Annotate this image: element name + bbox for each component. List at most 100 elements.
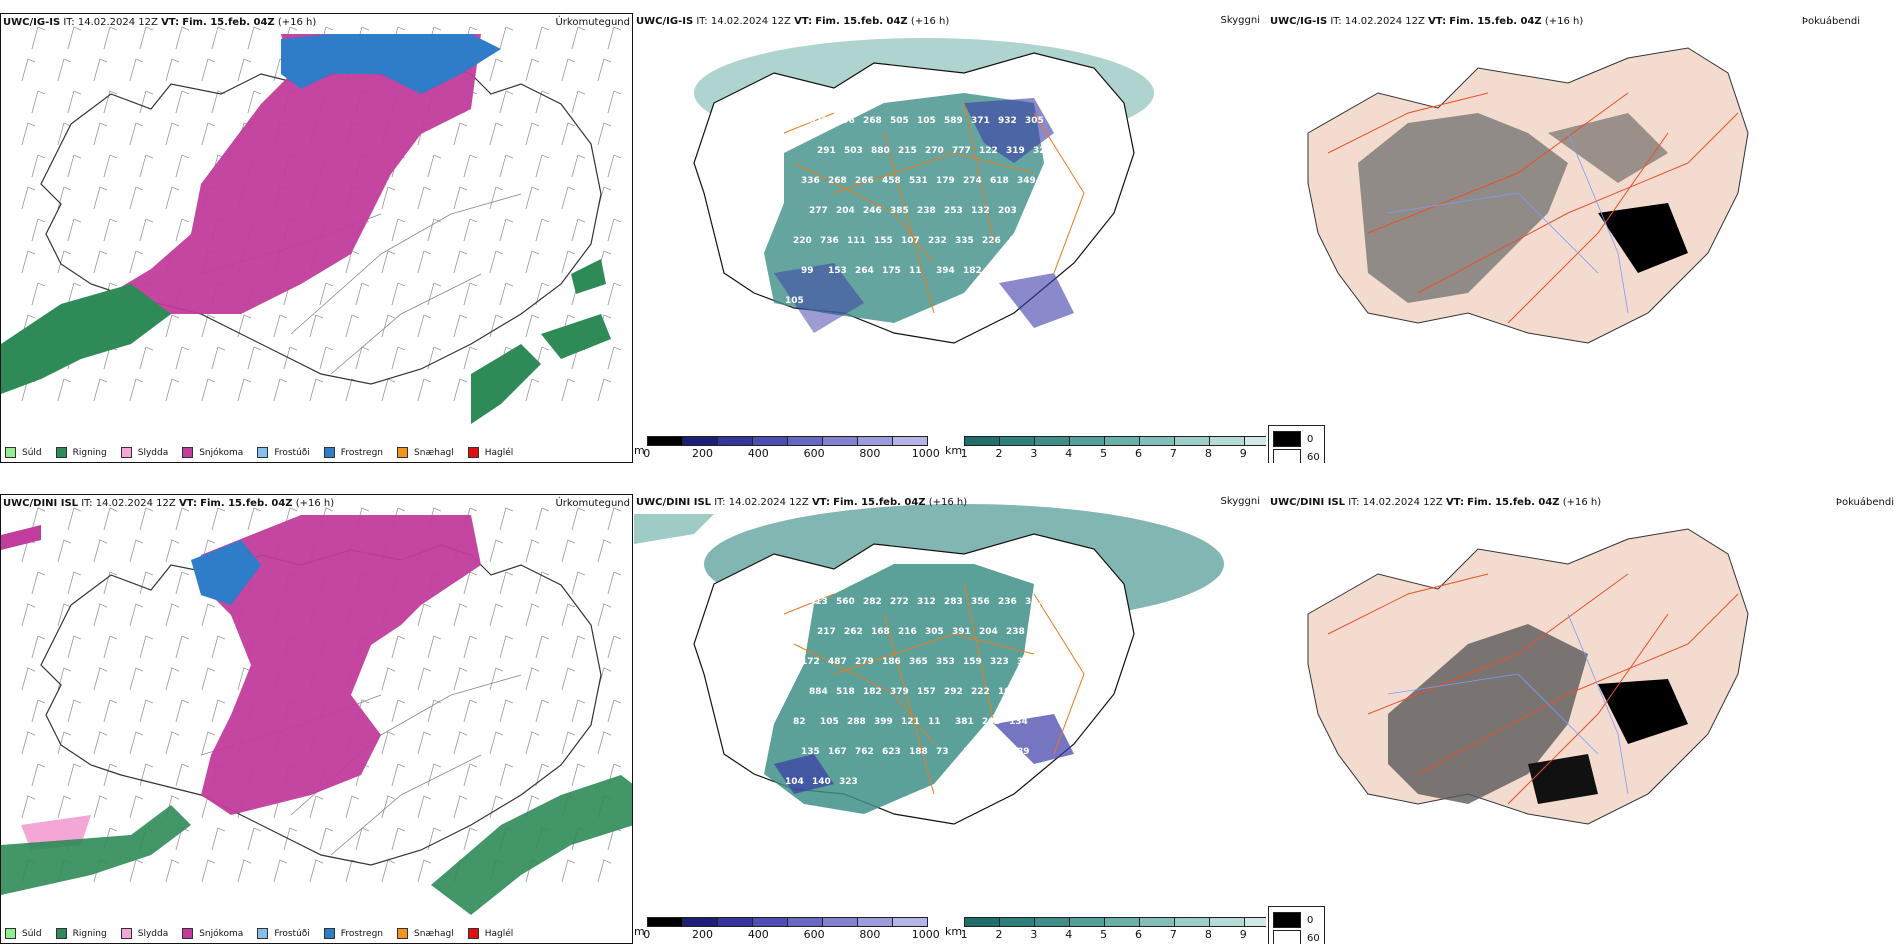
legend-label: Snjókoma xyxy=(199,447,244,458)
colorbar-cell xyxy=(647,918,683,926)
wind-barb xyxy=(165,122,180,146)
wind-barb xyxy=(453,795,468,819)
wind-barb xyxy=(355,282,370,306)
wind-barb xyxy=(597,122,612,146)
wind-barb xyxy=(561,731,576,755)
wind-barb xyxy=(93,250,108,274)
visibility-label: 487 xyxy=(828,657,847,667)
colorbar-cell xyxy=(1175,437,1211,445)
wind-barb xyxy=(57,731,72,755)
visibility-label: 155 xyxy=(874,236,893,246)
visibility-label: 266 xyxy=(855,176,874,186)
wind-barb xyxy=(175,154,190,178)
wind-barb xyxy=(499,26,514,50)
colorbar-cell xyxy=(1070,437,1106,445)
colorbar-tick: 4 xyxy=(1065,447,1073,460)
colorbar-tick: 0 xyxy=(643,928,651,941)
colorbar-cell xyxy=(1140,918,1176,926)
wind-barb xyxy=(165,603,180,627)
wind-barb xyxy=(499,571,514,595)
legend-label: Frostregn xyxy=(340,447,384,458)
wind-barb xyxy=(139,571,154,595)
wind-barb xyxy=(31,154,46,178)
wind-barb xyxy=(525,731,540,755)
wind-barb xyxy=(571,635,586,659)
wind-barb xyxy=(571,218,586,242)
wind-barb xyxy=(139,26,154,50)
wind-barb xyxy=(165,378,180,402)
visibility-label: 89 xyxy=(1017,747,1030,757)
wind-barb xyxy=(607,507,622,531)
wind-barb xyxy=(571,571,586,595)
wind-barb xyxy=(489,795,504,819)
wind-barb xyxy=(571,763,586,787)
wind-barb xyxy=(175,218,190,242)
visibility-label: 105 xyxy=(917,116,936,126)
visibility-label: 319 xyxy=(1006,146,1025,156)
colorbar-cell xyxy=(1035,918,1071,926)
colorbar-tick: 200 xyxy=(692,447,714,460)
colorbar-tick: 200 xyxy=(692,928,714,941)
wind-barb xyxy=(67,571,82,595)
wind-barb xyxy=(427,635,442,659)
wind-barb xyxy=(237,58,252,82)
colorbar-tick: 800 xyxy=(859,928,881,941)
legend-swatch xyxy=(120,447,132,458)
visibility-label: 323 xyxy=(990,657,1009,667)
wind-barb xyxy=(129,859,144,883)
wind-barb xyxy=(417,186,432,210)
fog-legend-item: 60 xyxy=(1273,449,1320,463)
wind-barb xyxy=(67,282,82,306)
wind-barb xyxy=(499,282,514,306)
visibility-label: 884 xyxy=(809,687,828,697)
colorbar-cell xyxy=(717,918,753,926)
legend-item: Frostregn xyxy=(323,447,384,458)
colorbar-cell xyxy=(892,918,927,926)
visibility-label: 323 xyxy=(839,777,858,787)
visibility-label: 106 xyxy=(963,747,982,757)
colorbar-tick: 8 xyxy=(1204,928,1212,941)
colorbar-cell xyxy=(822,437,858,445)
precip-panel-row2: UWC/DINI ISL IT: 14.02.2024 12Z VT: Fim.… xyxy=(0,494,633,944)
wind-barb xyxy=(21,603,36,627)
wind-barb xyxy=(391,699,406,723)
wind-barb xyxy=(211,699,226,723)
visibility-label: 381 xyxy=(955,717,974,727)
visibility-label: 159 xyxy=(963,657,982,667)
legend-label: Frostúði xyxy=(274,447,310,458)
wind-barb xyxy=(57,122,72,146)
wind-barb xyxy=(165,667,180,691)
wind-barb xyxy=(21,667,36,691)
visibility-label: 379 xyxy=(890,687,909,697)
wind-barb xyxy=(201,378,216,402)
product-name: Skyggni xyxy=(1220,496,1260,507)
wind-barb xyxy=(273,859,288,883)
visibility-label: 283 xyxy=(944,597,963,607)
legend-label: Rigning xyxy=(72,447,107,458)
wind-barb xyxy=(381,250,396,274)
wind-barb xyxy=(247,346,262,370)
wind-barb xyxy=(211,635,226,659)
wind-barb xyxy=(103,26,118,50)
colorbar-cell xyxy=(1210,918,1246,926)
wind-barb xyxy=(597,603,612,627)
wind-barb xyxy=(607,282,622,306)
visibility-label: 82 xyxy=(793,717,806,727)
wind-barb xyxy=(93,378,108,402)
fog-panel-row1: UWC/IG-IS IT: 14.02.2024 12Z VT: Fim. 15… xyxy=(1268,13,1900,463)
wind-barb xyxy=(129,539,144,563)
visibility-label: 349 xyxy=(1017,176,1036,186)
wind-barb xyxy=(31,218,46,242)
wind-barb xyxy=(535,154,550,178)
wind-barb xyxy=(93,539,108,563)
visibility-label: 518 xyxy=(836,687,855,697)
wind-barb xyxy=(31,282,46,306)
colorbar-cell xyxy=(965,437,1001,445)
colorbar-cell xyxy=(1000,437,1036,445)
visibility-label: 321 xyxy=(1033,146,1052,156)
colorbar-tick: 4 xyxy=(1065,928,1073,941)
visibility-label: 353 xyxy=(936,657,955,667)
legend-item: Slydda xyxy=(120,447,168,458)
wind-barb xyxy=(535,507,550,531)
legend-label: Slydda xyxy=(137,928,169,939)
